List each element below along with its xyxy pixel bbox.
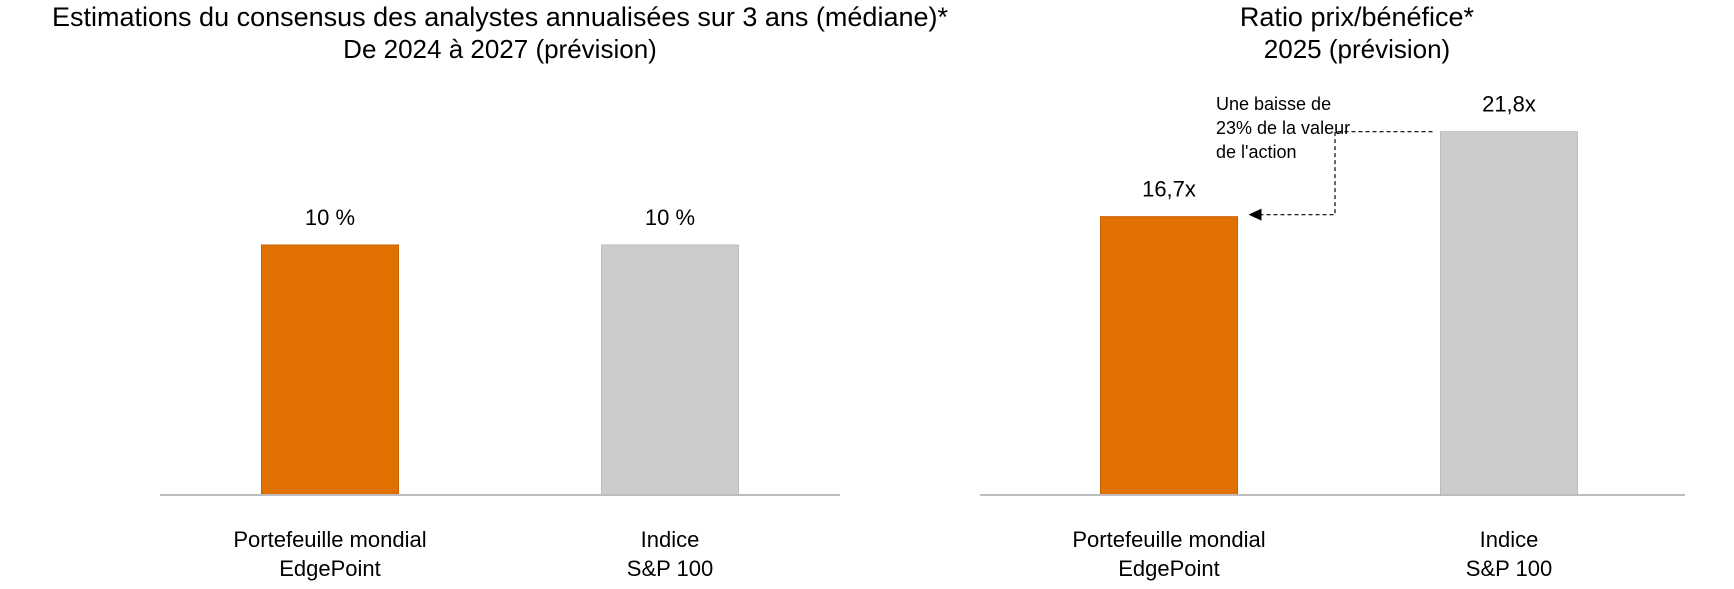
category-label: EdgePoint	[279, 556, 381, 581]
category-label: S&P 100	[627, 556, 713, 581]
annotation-text: 23% de la valeur	[1216, 118, 1350, 138]
bar	[601, 244, 739, 496]
annotation-arrow-line	[1260, 131, 1433, 216]
chart-title: Ratio prix/bénéfice*	[1239, 2, 1475, 32]
chart-panel-right: Ratio prix/bénéfice* 2025 (prévision) 16…	[980, 0, 1734, 589]
bar	[1440, 131, 1578, 496]
data-label: 21,8x	[1482, 92, 1536, 117]
category-label: Indice	[1480, 527, 1539, 552]
bar-chart-left: 10 % Portefeuille mondial EdgePoint 10 % Ind…	[160, 205, 840, 581]
bar-chart-right: 16,7x Portefeuille mondial EdgePoint 21,8x I…	[980, 92, 1685, 581]
category-label: Portefeuille mondial	[233, 527, 426, 552]
category-label: Portefeuille mondial	[1072, 527, 1265, 552]
category-label: EdgePoint	[1118, 556, 1220, 581]
category-label: S&P 100	[1466, 556, 1552, 581]
category-label: Indice	[641, 527, 700, 552]
annotation-arrowhead	[1248, 208, 1262, 221]
annotation-text: de l'action	[1216, 142, 1297, 162]
chart-subtitle: De 2024 à 2027 (prévision)	[343, 34, 657, 64]
data-label: 10 %	[645, 205, 695, 230]
annotation-text: Une baisse de	[1216, 94, 1331, 114]
bar	[1100, 216, 1238, 496]
chart-subtitle: 2025 (prévision)	[1263, 34, 1451, 64]
data-label: 10 %	[305, 205, 355, 230]
bar	[261, 244, 399, 496]
data-label: 16,7x	[1142, 177, 1196, 202]
chart-panel-left: Estimations du consensus des analystes a…	[52, 2, 948, 581]
chart-title: Estimations du consensus des analystes a…	[52, 2, 948, 32]
